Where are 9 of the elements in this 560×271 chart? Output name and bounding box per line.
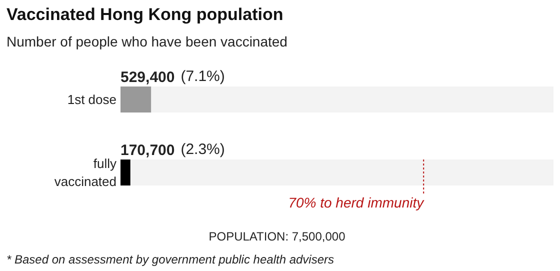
data-label: 529,400 (7.1%) (120, 68, 225, 86)
data-label: 170,700 (2.3%) (120, 141, 225, 159)
text: * Based on assessment by government public health advisers (6, 252, 334, 266)
y-tick-label: 1st dose (67, 92, 117, 107)
chart-subtitle: Number of people who have been vaccinated (6, 34, 288, 50)
ref-line-label: 70% to herd immunity (288, 194, 425, 210)
y-tick-label: fully vaccinated (54, 156, 117, 189)
chart-title: Vaccinated Hong Kong population (6, 5, 284, 24)
text: POPULATION: 7,500,000 (208, 230, 346, 244)
